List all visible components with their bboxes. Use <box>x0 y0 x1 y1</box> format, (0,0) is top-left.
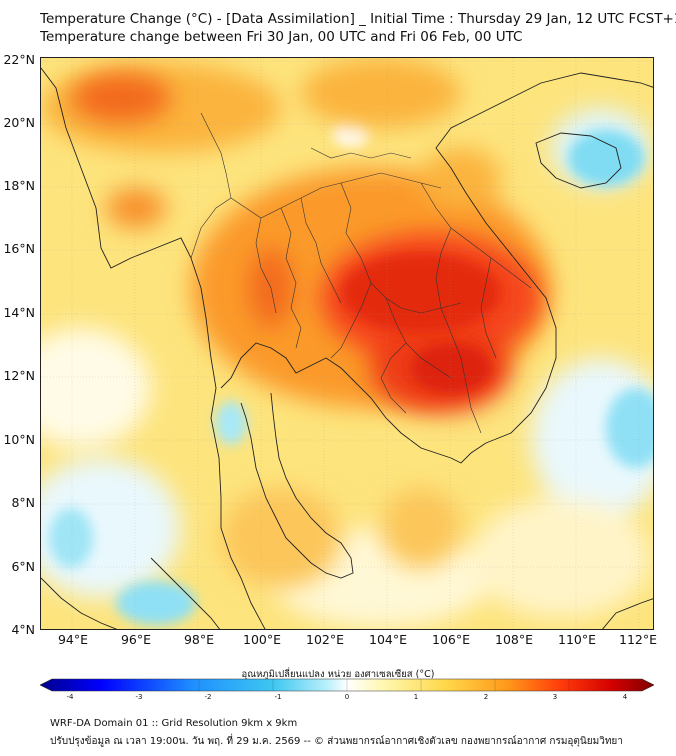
lat-label: 8°N <box>11 495 35 510</box>
lon-label: 110°E <box>557 632 597 647</box>
lon-label: 100°E <box>242 632 282 647</box>
colorbar-tick: 3 <box>552 693 558 701</box>
lon-label: 106°E <box>431 632 471 647</box>
lat-label: 18°N <box>3 178 35 193</box>
temperature-field <box>41 58 653 629</box>
province-borders <box>190 112 532 434</box>
lon-label: 104°E <box>368 632 408 647</box>
coastline <box>41 67 653 629</box>
colorbar-tick: -1 <box>274 693 282 701</box>
colorbar-tick: -2 <box>204 693 212 701</box>
lat-label: 16°N <box>3 241 35 256</box>
lat-label: 20°N <box>3 115 35 130</box>
map-subtitle: Temperature change between Fri 30 Jan, 0… <box>40 29 523 45</box>
colorbar-tick: 1 <box>413 693 419 701</box>
colorbar <box>40 678 654 692</box>
colorbar-tick: -3 <box>135 693 143 701</box>
colorbar-tick: 0 <box>344 693 350 701</box>
footer-model-info: WRF-DA Domain 01 :: Grid Resolution 9km … <box>50 718 298 729</box>
footer-credits: ปรับปรุงข้อมูล ณ เวลา 19:00น. วัน พฤ. ที… <box>50 736 623 747</box>
lon-label: 98°E <box>183 632 215 647</box>
lat-label: 12°N <box>3 368 35 383</box>
map-title: Temperature Change (°C) - [Data Assimila… <box>40 11 676 27</box>
lat-label: 6°N <box>11 559 35 574</box>
lat-label: 4°N <box>11 622 35 637</box>
colorbar-label: อุณหภูมิเปลี่ยนแปลง หน่วย องศาเซลเซียส (… <box>241 669 435 680</box>
lon-label: 96°E <box>120 632 152 647</box>
lat-label: 10°N <box>3 432 35 447</box>
lon-label: 102°E <box>305 632 345 647</box>
lon-label: 108°E <box>494 632 534 647</box>
lat-label: 22°N <box>3 52 35 67</box>
colorbar-tick: 4 <box>622 693 628 701</box>
lon-label: 112°E <box>618 632 658 647</box>
map-area[interactable] <box>40 57 654 630</box>
lon-label: 94°E <box>57 632 89 647</box>
lat-label: 14°N <box>3 305 35 320</box>
colorbar-tick: 2 <box>483 693 489 701</box>
colorbar-tick: -4 <box>66 693 74 701</box>
